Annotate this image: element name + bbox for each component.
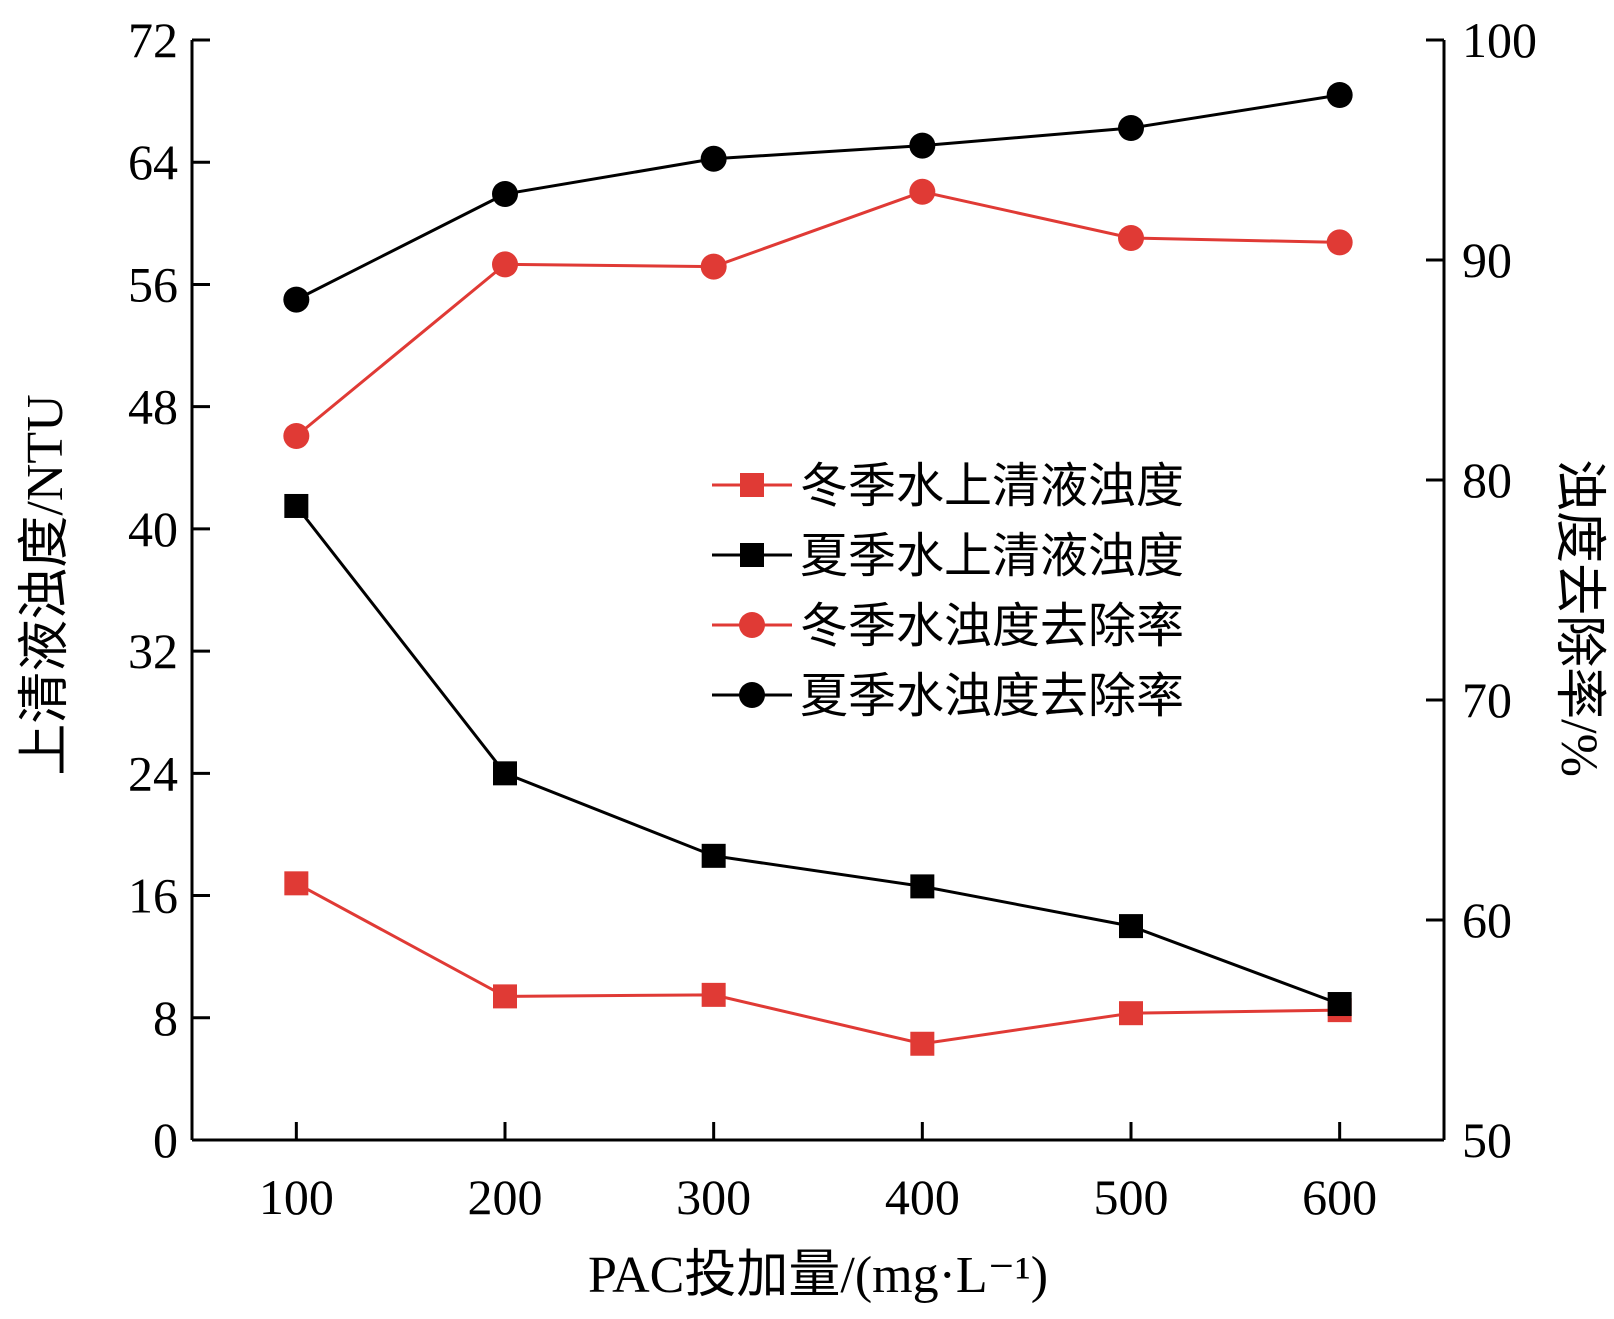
data-point	[909, 132, 936, 159]
y-right-tick-label: 70	[1462, 672, 1512, 728]
legend-label: 冬季水浊度去除率	[800, 600, 1184, 653]
data-point	[1119, 1001, 1143, 1026]
y-left-tick-label: 40	[128, 501, 178, 557]
series-2	[284, 493, 1352, 1017]
series-1	[284, 871, 1352, 1056]
data-point	[284, 493, 309, 518]
data-point	[493, 984, 517, 1009]
data-point	[1118, 225, 1144, 251]
series-line	[295, 190, 1340, 438]
data-point	[492, 181, 518, 207]
y-left-tick-label: 16	[128, 868, 178, 924]
legend-marker	[739, 682, 765, 708]
series-line	[295, 882, 1340, 1046]
data-point	[1326, 229, 1353, 256]
plot-frame	[190, 40, 1446, 1142]
x-tick-label: 600	[1302, 1169, 1377, 1225]
right-axis-ticks: 50 60 70 80 90 100	[1426, 12, 1537, 1168]
data-point	[1326, 82, 1353, 108]
data-point	[700, 145, 727, 172]
data-point	[493, 761, 517, 786]
y-left-tick-label: 24	[128, 745, 178, 801]
series-line	[295, 505, 1341, 1006]
data-point	[283, 423, 310, 449]
legend-item: 夏季水上清液浊度	[712, 530, 1184, 583]
legend-marker	[740, 543, 764, 567]
y-axis-right-title: 浊度去除率/%	[1550, 459, 1607, 777]
y-left-tick-label: 32	[128, 623, 178, 679]
series-3	[283, 178, 1353, 449]
y-left-tick-label: 48	[128, 379, 178, 435]
x-tick-label: 300	[676, 1169, 751, 1225]
data-point	[910, 1031, 935, 1056]
series-layer	[283, 82, 1353, 1056]
data-point	[1119, 914, 1143, 939]
y-left-tick-label: 56	[128, 256, 178, 312]
y-left-tick-label: 0	[153, 1112, 178, 1168]
x-axis-ticks: 100 200 300 400 500 600	[259, 1122, 1377, 1225]
left-axis-ticks: 0 8 16 24 32 40 48 56 64 72	[128, 12, 210, 1168]
data-point	[492, 251, 518, 278]
legend-label: 夏季水上清液浊度	[800, 530, 1184, 583]
legend-label: 夏季水浊度去除率	[800, 670, 1184, 723]
data-point	[1327, 992, 1352, 1017]
x-axis-title: PAC投加量/(mg·L⁻¹)	[588, 1247, 1048, 1304]
legend-marker	[739, 612, 765, 638]
y-axis-left-title: 上清液浊度/NTU	[17, 394, 74, 775]
data-point	[909, 178, 936, 205]
y-right-tick-label: 60	[1462, 892, 1512, 948]
data-point	[283, 286, 310, 313]
data-point	[700, 253, 727, 280]
y-left-tick-label: 8	[153, 990, 178, 1046]
x-tick-label: 200	[468, 1169, 543, 1225]
data-point	[701, 982, 726, 1007]
data-point	[701, 843, 726, 868]
data-point	[1118, 115, 1144, 141]
data-point	[284, 871, 309, 896]
x-tick-label: 500	[1094, 1169, 1169, 1225]
y-right-tick-label: 50	[1462, 1112, 1512, 1168]
x-tick-label: 100	[259, 1169, 334, 1225]
y-right-tick-label: 100	[1462, 12, 1537, 68]
series-line	[295, 93, 1340, 301]
legend-item: 冬季水上清液浊度	[712, 460, 1184, 513]
y-right-tick-label: 80	[1462, 452, 1512, 508]
legend-item: 冬季水浊度去除率	[712, 600, 1184, 653]
legend-marker	[740, 473, 764, 497]
y-right-tick-label: 90	[1462, 232, 1512, 288]
series-4	[283, 82, 1353, 313]
legend-item: 夏季水浊度去除率	[712, 670, 1184, 723]
x-tick-label: 400	[885, 1169, 960, 1225]
data-point	[910, 874, 935, 899]
y-left-tick-label: 72	[128, 12, 178, 68]
y-left-tick-label: 64	[128, 134, 178, 190]
legend-label: 冬季水上清液浊度	[800, 460, 1184, 513]
